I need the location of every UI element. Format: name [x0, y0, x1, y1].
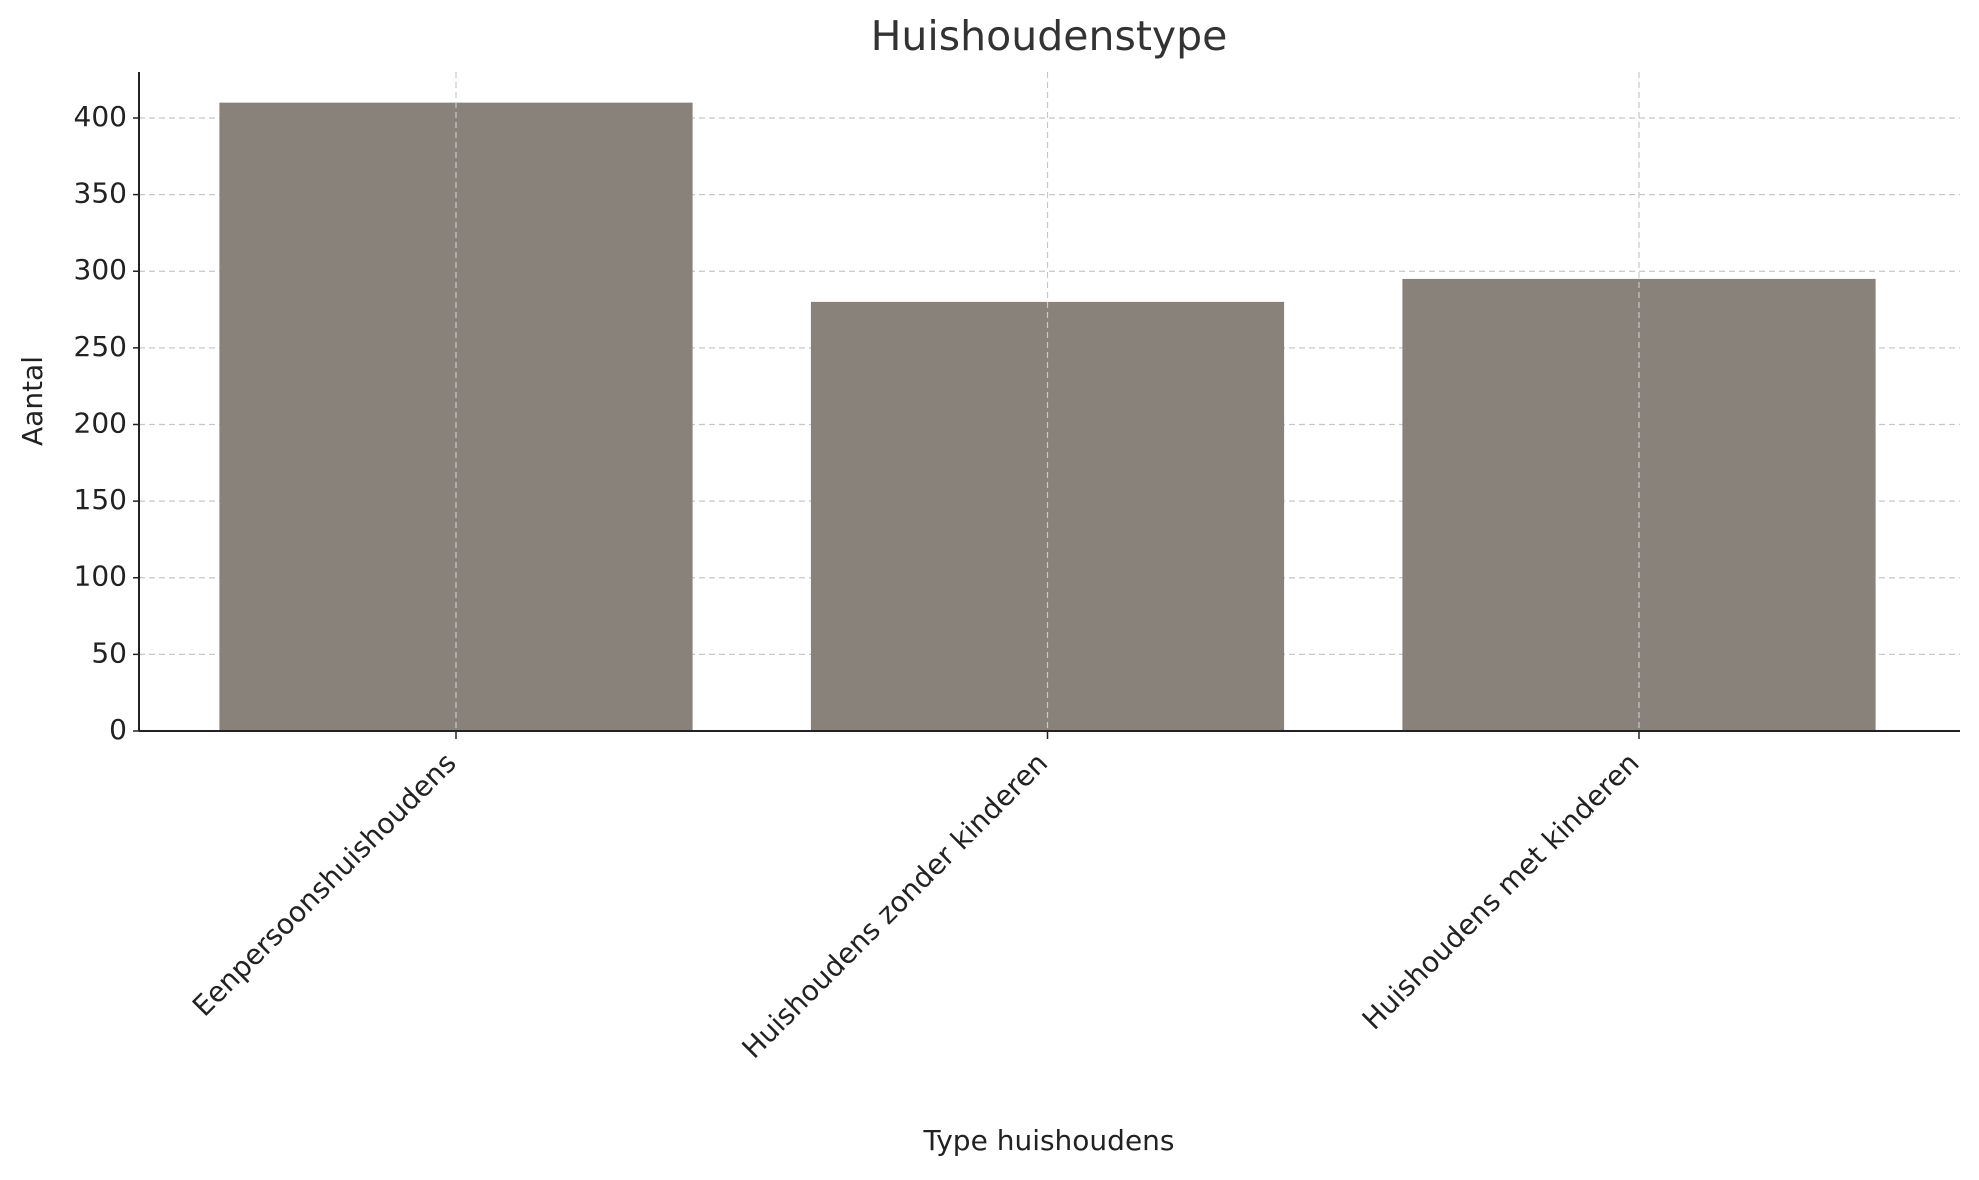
- y-tick-label: 50: [91, 636, 127, 669]
- x-tick-label: Eenpersoonshuishoudens: [186, 746, 463, 1023]
- x-tick-label: Huishoudens zonder kinderen: [735, 746, 1054, 1065]
- x-tick-label: Huishoudens met kinderen: [1356, 746, 1646, 1036]
- chart-title: Huishoudenstype: [871, 12, 1228, 60]
- y-tick-label: 350: [74, 177, 127, 210]
- y-tick-label: 300: [74, 253, 127, 286]
- y-tick-label: 200: [74, 406, 127, 439]
- y-axis-label: Aantal: [16, 356, 49, 446]
- y-tick-label: 150: [74, 483, 127, 516]
- y-tick-label: 400: [74, 100, 127, 133]
- y-tick-label: 0: [109, 713, 127, 746]
- y-tick-label: 100: [74, 560, 127, 593]
- x-axis-label: Type huishoudens: [922, 1124, 1174, 1157]
- y-tick-label: 250: [74, 330, 127, 363]
